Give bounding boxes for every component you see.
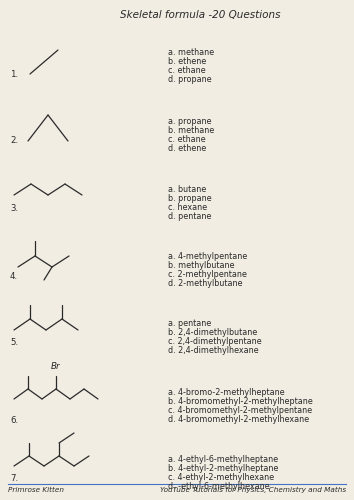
Text: c. 4-bromomethyl-2-methylpentane: c. 4-bromomethyl-2-methylpentane [168, 406, 312, 415]
Text: b. 2,4-dimethylbutane: b. 2,4-dimethylbutane [168, 328, 257, 337]
Text: c. 2,4-dimethylpentane: c. 2,4-dimethylpentane [168, 337, 262, 346]
Text: a. butane: a. butane [168, 185, 206, 194]
Text: 1.: 1. [10, 70, 18, 79]
Text: d. 4-bromomethyl-2-methylhexane: d. 4-bromomethyl-2-methylhexane [168, 415, 309, 424]
Text: c. hexane: c. hexane [168, 203, 207, 212]
Text: 3.: 3. [10, 204, 18, 213]
Text: a. 4-methylpentane: a. 4-methylpentane [168, 252, 247, 261]
Text: 7.: 7. [10, 474, 18, 483]
Text: b. 4-ethyl-2-methylheptane: b. 4-ethyl-2-methylheptane [168, 464, 278, 473]
Text: Br: Br [51, 362, 61, 371]
Text: d. ethene: d. ethene [168, 144, 206, 153]
Text: d. propane: d. propane [168, 75, 212, 84]
Text: d. 2,4-dimethylhexane: d. 2,4-dimethylhexane [168, 346, 259, 355]
Text: c. 4-ethyl-2-methylhexane: c. 4-ethyl-2-methylhexane [168, 473, 274, 482]
Text: d. pentane: d. pentane [168, 212, 211, 221]
Text: 5.: 5. [10, 338, 18, 347]
Text: b. 4-bromomethyl-2-methylheptane: b. 4-bromomethyl-2-methylheptane [168, 397, 313, 406]
Text: YouTube Tutorials for Physics, Chemistry and Maths: YouTube Tutorials for Physics, Chemistry… [160, 487, 346, 493]
Text: b. ethene: b. ethene [168, 57, 206, 66]
Text: Primrose Kitten: Primrose Kitten [8, 487, 64, 493]
Text: 2.: 2. [10, 136, 18, 145]
Text: c. ethane: c. ethane [168, 66, 206, 75]
Text: 6.: 6. [10, 416, 18, 425]
Text: b. methylbutane: b. methylbutane [168, 261, 234, 270]
Text: c. 2-methylpentane: c. 2-methylpentane [168, 270, 247, 279]
Text: a. propane: a. propane [168, 117, 211, 126]
Text: d. 2-methylbutane: d. 2-methylbutane [168, 279, 242, 288]
Text: a. 4-ethyl-6-methylheptane: a. 4-ethyl-6-methylheptane [168, 455, 278, 464]
Text: a. 4-bromo-2-methylheptane: a. 4-bromo-2-methylheptane [168, 388, 285, 397]
Text: Skeletal formula -20 Questions: Skeletal formula -20 Questions [120, 10, 280, 20]
Text: a. methane: a. methane [168, 48, 214, 57]
Text: 4.: 4. [10, 272, 18, 281]
Text: b. methane: b. methane [168, 126, 214, 135]
Text: c. ethane: c. ethane [168, 135, 206, 144]
Text: a. pentane: a. pentane [168, 319, 211, 328]
Text: b. propane: b. propane [168, 194, 212, 203]
Text: d. -ethyl-6-methylhexane: d. -ethyl-6-methylhexane [168, 482, 270, 491]
